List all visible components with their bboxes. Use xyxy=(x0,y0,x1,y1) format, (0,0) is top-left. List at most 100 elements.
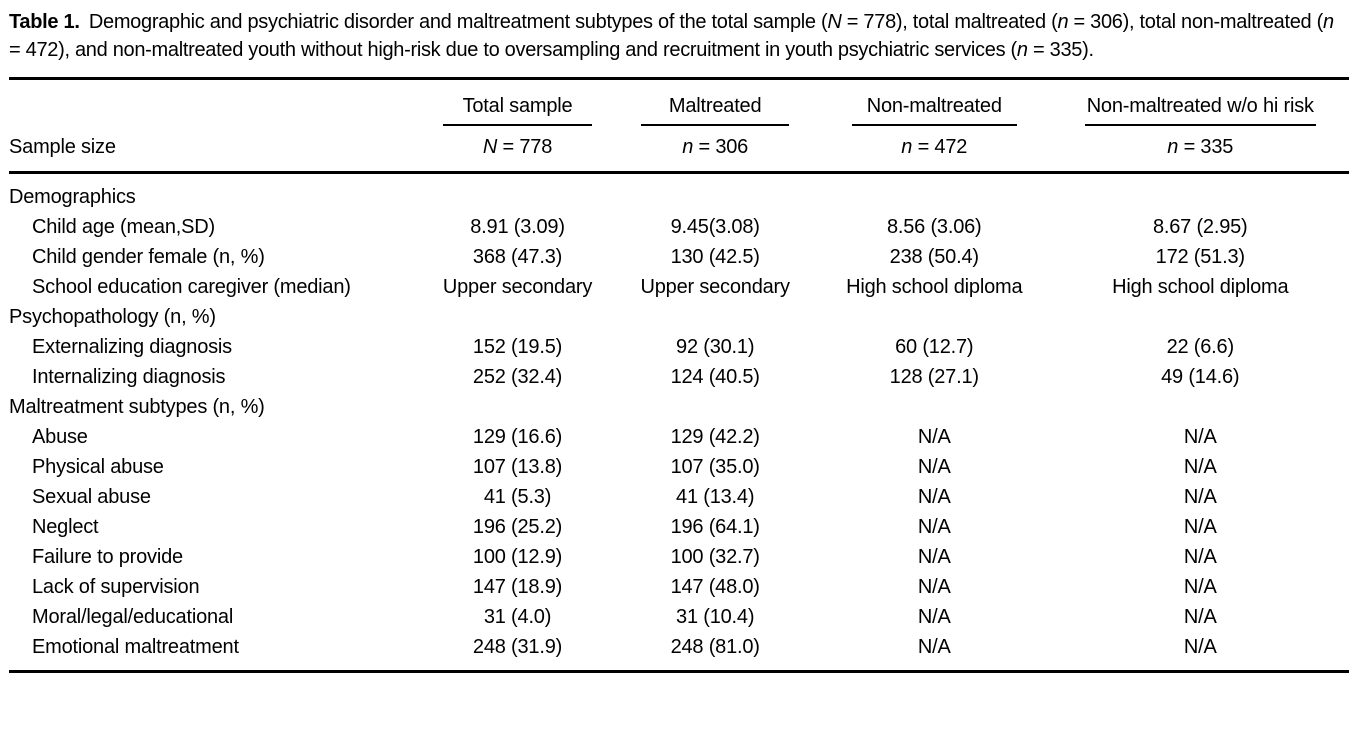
table-cell xyxy=(1052,392,1350,422)
table-cell: 8.91 (3.09) xyxy=(470,216,565,238)
col-header-non-maltreated-wo-hi-risk: Non-maltreated w/o hi risk xyxy=(1052,79,1350,126)
table-cell: N/A xyxy=(1183,546,1217,568)
table-cell xyxy=(817,173,1052,213)
table-cell: 147 (18.9) xyxy=(472,576,563,598)
table-cell: 238 (50.4) xyxy=(889,246,979,268)
row-label: Lack of supervision xyxy=(32,576,200,598)
table-cell: High school diploma xyxy=(1112,276,1289,298)
table-row-externalizing: Externalizing diagnosis 152 (19.5) 92 (3… xyxy=(9,332,1349,362)
table-cell xyxy=(613,173,817,213)
table-cell: 152 (19.5) xyxy=(472,336,563,358)
table-cell: 129 (16.6) xyxy=(472,426,563,448)
table-row-failure-to-provide: Failure to provide 100 (12.9) 100 (32.7)… xyxy=(9,542,1349,572)
table-cell: N/A xyxy=(1183,576,1217,598)
table-cell: N/A xyxy=(1183,636,1217,658)
table-row-emotional-maltreatment: Emotional maltreatment 248 (31.9) 248 (8… xyxy=(9,632,1349,672)
table-cell: N/A xyxy=(917,576,951,598)
row-label: Internalizing diagnosis xyxy=(32,366,226,388)
table-cell xyxy=(1052,173,1350,213)
col-header-total-sample: Total sample xyxy=(422,79,614,126)
table-row-abuse: Abuse 129 (16.6) 129 (42.2) N/A N/A xyxy=(9,422,1349,452)
table-cell xyxy=(613,392,817,422)
section-label: Maltreatment subtypes (n, %) xyxy=(9,396,265,418)
table-cell: N/A xyxy=(1183,486,1217,508)
table-row-child-age: Child age (mean,SD) 8.91 (3.09) 9.45(3.0… xyxy=(9,212,1349,242)
column-header-row: Total sample Maltreated Non-maltreated N… xyxy=(9,79,1350,126)
table-cell: 252 (32.4) xyxy=(472,366,563,388)
col-header-non-maltreated: Non-maltreated xyxy=(817,79,1052,126)
row-label: Externalizing diagnosis xyxy=(32,336,232,358)
table-number-label: Table 1. xyxy=(9,11,80,33)
table-cell: 9.45(3.08) xyxy=(670,216,760,238)
table-cell: 22 (6.6) xyxy=(1166,336,1235,358)
table-cell: 147 (48.0) xyxy=(670,576,760,598)
table-cell xyxy=(817,392,1052,422)
table-cell: 31 (4.0) xyxy=(483,606,552,628)
section-row-maltreatment-subtypes: Maltreatment subtypes (n, %) xyxy=(9,392,1349,422)
table-cell: N/A xyxy=(917,456,951,478)
table-row-moral-legal-educational: Moral/legal/educational 31 (4.0) 31 (10.… xyxy=(9,602,1349,632)
table-cell: 92 (30.1) xyxy=(676,336,755,358)
table-cell xyxy=(422,173,614,213)
table-cell: 124 (40.5) xyxy=(670,366,760,388)
row-label: Neglect xyxy=(32,516,99,538)
section-row-psychopathology: Psychopathology (n, %) xyxy=(9,302,1349,332)
row-label: Emotional maltreatment xyxy=(32,636,239,658)
col-header-maltreated: Maltreated xyxy=(613,79,817,126)
table-cell: 107 (13.8) xyxy=(472,456,563,478)
table-cell: N/A xyxy=(1183,606,1217,628)
table-cell xyxy=(422,392,614,422)
table-row-school-education: School education caregiver (median) Uppe… xyxy=(9,272,1349,302)
table-cell: 248 (31.9) xyxy=(472,636,563,658)
demographics-table: Total sample Maltreated Non-maltreated N… xyxy=(9,77,1349,673)
table-cell: 107 (35.0) xyxy=(670,456,760,478)
row-label: Physical abuse xyxy=(32,456,164,478)
table-cell: N/A xyxy=(917,606,951,628)
table-cell: 41 (5.3) xyxy=(483,486,552,508)
row-label: Moral/legal/educational xyxy=(32,606,234,628)
table-cell: N/A xyxy=(1183,426,1217,448)
sample-size-label: Sample size xyxy=(9,126,422,174)
table-row-lack-of-supervision: Lack of supervision 147 (18.9) 147 (48.0… xyxy=(9,572,1349,602)
table-cell: N/A xyxy=(917,516,951,538)
table-cell: 368 (47.3) xyxy=(472,246,563,268)
table-row-physical-abuse: Physical abuse 107 (13.8) 107 (35.0) N/A… xyxy=(9,452,1349,482)
table-row-internalizing: Internalizing diagnosis 252 (32.4) 124 (… xyxy=(9,362,1349,392)
table-cell: 8.67 (2.95) xyxy=(1152,216,1248,238)
table-cell xyxy=(817,302,1052,332)
row-label: School education caregiver (median) xyxy=(32,276,351,298)
table-cell: N/A xyxy=(917,636,951,658)
sample-size-row: Sample size N = 778 n = 306 n = 472 n = … xyxy=(9,126,1349,174)
table-row-sexual-abuse: Sexual abuse 41 (5.3) 41 (13.4) N/A N/A xyxy=(9,482,1349,512)
sample-size-total: N = 778 xyxy=(421,126,614,174)
table-cell: 60 (12.7) xyxy=(895,336,974,358)
sample-size-non-maltreated-wo-hi-risk: n = 335 xyxy=(1051,126,1349,174)
table-cell: 248 (81.0) xyxy=(670,636,760,658)
table-cell: 8.56 (3.06) xyxy=(886,216,982,238)
table-cell: 100 (32.7) xyxy=(670,546,760,568)
table-cell: 172 (51.3) xyxy=(1155,246,1245,268)
row-label: Sexual abuse xyxy=(32,486,151,508)
table-cell xyxy=(613,302,817,332)
caption-text: Demographic and psychiatric disorder and… xyxy=(83,11,828,33)
table-cell: N/A xyxy=(917,486,951,508)
table-row-neglect: Neglect 196 (25.2) 196 (64.1) N/A N/A xyxy=(9,512,1349,542)
row-label: Abuse xyxy=(32,426,88,448)
table-cell: Upper secondary xyxy=(640,276,791,298)
table-cell: 128 (27.1) xyxy=(889,366,979,388)
section-row-demographics: Demographics xyxy=(9,173,1349,213)
table-cell: N/A xyxy=(917,426,951,448)
row-label: Child gender female (n, %) xyxy=(32,246,265,268)
table-cell: N/A xyxy=(917,546,951,568)
table-cell: 196 (64.1) xyxy=(670,516,760,538)
table-cell: 41 (13.4) xyxy=(676,486,755,508)
table-cell: N/A xyxy=(1183,516,1217,538)
table-cell: 100 (12.9) xyxy=(472,546,563,568)
table-cell: 49 (14.6) xyxy=(1161,366,1240,388)
row-label: Child age (mean,SD) xyxy=(32,216,215,238)
table-cell: 130 (42.5) xyxy=(670,246,760,268)
section-label: Demographics xyxy=(9,186,136,208)
table-cell: N/A xyxy=(1183,456,1217,478)
row-label: Failure to provide xyxy=(32,546,183,568)
table-row-child-gender: Child gender female (n, %) 368 (47.3) 13… xyxy=(9,242,1349,272)
